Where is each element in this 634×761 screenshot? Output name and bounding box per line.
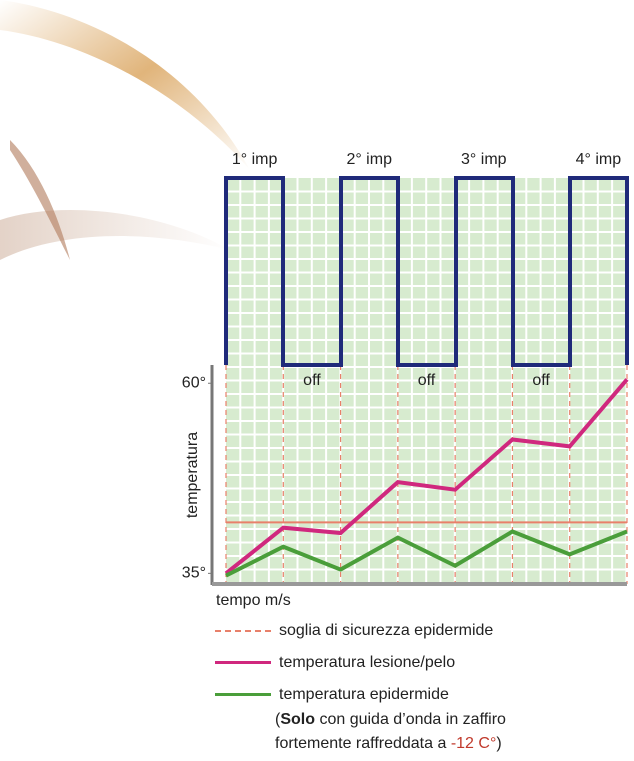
y-axis-title: temperatura: [184, 432, 201, 518]
grid: [225, 178, 628, 584]
pulse-label: 4° imp: [576, 151, 622, 168]
legend-item: temperatura lesione/pelo: [215, 654, 455, 672]
legend-label: soglia di sicurezza epidermide: [279, 622, 494, 639]
legend-item: temperatura epidermide: [215, 686, 449, 704]
legend-label: temperatura lesione/pelo: [279, 654, 456, 671]
off-label: off: [303, 372, 321, 389]
note-bold: Solo: [280, 711, 315, 728]
note-highlight: -12 C°: [450, 735, 497, 752]
note-text: con guida d’onda in zaffiro: [315, 711, 506, 728]
pulse-label: 1° imp: [232, 151, 278, 168]
series-line: [225, 529, 628, 578]
series-line: [224, 378, 629, 575]
legend-swatch: [215, 693, 271, 697]
pulse-train: [224, 176, 629, 367]
decoration: [0, 210, 230, 260]
pulse-label: 3° imp: [461, 151, 507, 168]
note-text: fortemente raffreddata a: [275, 735, 451, 752]
note-text: ): [496, 735, 502, 752]
legend-label: temperatura epidermide: [279, 686, 449, 703]
note: (Solo con guida d’onda in zaffiro forteme…: [275, 708, 506, 756]
y-tick-label: 35°: [182, 565, 206, 582]
pulse-label: 2° imp: [346, 151, 392, 168]
decoration: [10, 140, 70, 260]
y-tick-label: 60°: [182, 374, 206, 391]
off-label: off: [418, 372, 436, 389]
legend-item: soglia di sicurezza epidermide: [215, 622, 493, 640]
x-axis-title: tempo m/s: [216, 592, 291, 609]
legend-swatch: [215, 629, 271, 632]
off-label: off: [532, 372, 550, 389]
decoration: [0, 0, 250, 170]
legend-swatch: [215, 661, 271, 665]
note-text: (: [275, 711, 281, 728]
